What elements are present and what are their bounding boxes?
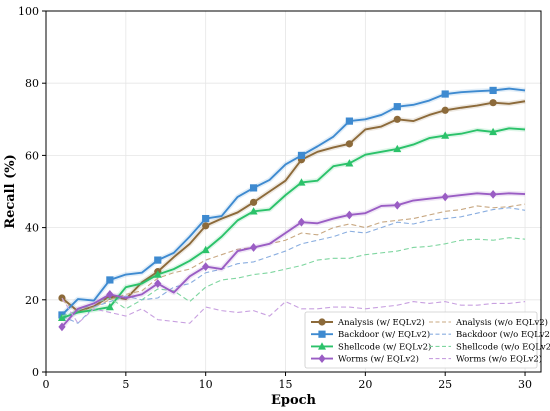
legend: Analysis (w/ EQLv2) Analysis (w/o EQLv2)B… [305, 312, 550, 368]
x-tick-label: 0 [43, 378, 50, 391]
y-tick-label: 60 [25, 149, 39, 162]
legend-marker [318, 331, 325, 338]
data-point-marker [298, 152, 305, 159]
x-tick-label: 25 [438, 378, 452, 391]
y-tick-label: 20 [25, 294, 39, 307]
legend-marker [318, 318, 325, 325]
legend-label: Backdoor (w/ EQLv2) [338, 329, 430, 340]
x-tick-label: 10 [199, 378, 213, 391]
data-point-marker [394, 116, 401, 123]
data-point-marker [346, 118, 353, 125]
legend-label: Analysis (w/ EQLv2) [337, 317, 425, 328]
y-tick-label: 100 [18, 5, 39, 18]
data-point-marker [489, 87, 496, 94]
data-point-marker [346, 140, 353, 147]
legend-label: Worms (w/o EQLv2) [456, 354, 542, 365]
legend-label: Analysis (w/o EQLv2) [455, 317, 548, 328]
legend-label: Worms (w/ EQLv2) [338, 354, 419, 365]
x-axis-title: Epoch [271, 393, 317, 408]
data-point-marker [250, 184, 257, 191]
data-point-marker [250, 199, 257, 206]
data-point-marker [154, 256, 161, 263]
data-point-marker [394, 103, 401, 110]
data-point-marker [442, 107, 449, 114]
y-axis-title: Recall (%) [3, 154, 18, 228]
y-tick-label: 80 [25, 77, 39, 90]
x-tick-label: 30 [518, 378, 532, 391]
data-point-marker [489, 99, 496, 106]
x-tick-label: 5 [122, 378, 129, 391]
legend-label: Shellcode (w/ EQLv2) [338, 341, 431, 352]
y-tick-label: 40 [25, 222, 39, 235]
legend-label: Shellcode (w/o EQLv2) [456, 341, 550, 352]
data-point-marker [202, 215, 209, 222]
legend-label: Backdoor (w/o EQLv2) [456, 329, 550, 340]
data-point-marker [442, 90, 449, 97]
y-tick-label: 0 [32, 366, 39, 379]
x-tick-label: 15 [279, 378, 293, 391]
x-tick-label: 20 [358, 378, 372, 391]
data-point-marker [106, 276, 113, 283]
